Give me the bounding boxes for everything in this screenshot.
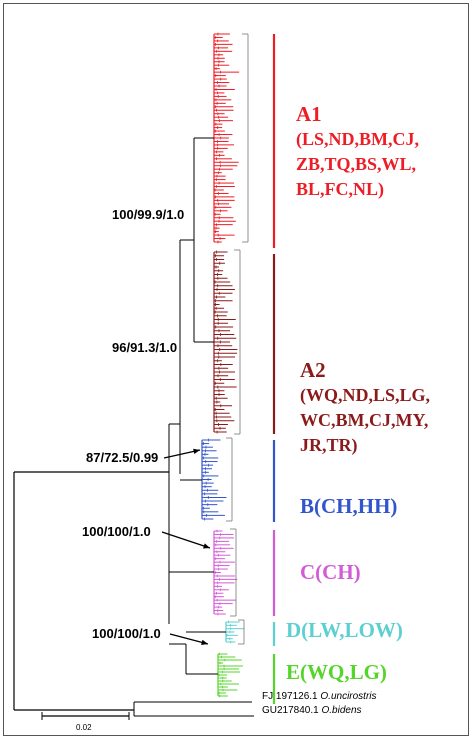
scale-bar-label: 0.02: [76, 723, 92, 732]
clade-a2-line-2: WC,BM,CJ,MY,: [300, 410, 429, 430]
figure-frame: A1 (LS,ND,BM,CJ, ZB,TQ,BS,WL, BL,FC,NL) …: [3, 3, 469, 736]
clade-label-d: D(LW,LOW): [286, 618, 403, 643]
outgroup-1-species: O.uncirostris: [320, 691, 377, 702]
clade-label-a1: A1 (LS,ND,BM,CJ, ZB,TQ,BS,WL, BL,FC,NL): [296, 102, 419, 202]
support-arrow-de: [169, 633, 209, 645]
clade-a1-line-2: ZB,TQ,BS,WL,: [296, 154, 417, 174]
clade-label-c: C(CH): [300, 560, 361, 585]
support-value-a1-node: 100/99.9/1.0: [112, 207, 185, 222]
outgroup-label-2: GU217840.1 O.bidens: [262, 705, 362, 716]
clade-e-title: E(WQ,LG): [286, 660, 387, 684]
support-value-a-node: 96/91.3/1.0: [112, 340, 178, 355]
phylogenetic-tree: [13, 32, 276, 720]
clade-d-title: D(LW,LOW): [286, 618, 403, 642]
clade-b-title: B(CH,HH): [300, 494, 398, 518]
support-value-de-node: 100/100/1.0: [92, 626, 161, 641]
outgroup-1-accession: FJ 197126.1: [262, 691, 318, 702]
support-value-c-node: 100/100/1.0: [82, 524, 151, 539]
outgroup-label-1: FJ 197126.1 O.uncirostris: [262, 691, 377, 702]
clade-a1-line-1: (LS,ND,BM,CJ,: [296, 129, 420, 149]
clade-a1-title: A1: [296, 102, 322, 126]
clade-c-title: C(CH): [300, 560, 361, 584]
clade-label-a2: A2 (WQ,ND,LS,LG, WC,BM,CJ,MY, JR,TR): [300, 358, 430, 458]
support-arrow-de-head: [201, 639, 208, 645]
clade-a2-line-1: (WQ,ND,LS,LG,: [300, 385, 431, 405]
support-value-b-node: 87/72.5/0.99: [86, 450, 159, 465]
support-arrow-c-head: [203, 543, 210, 549]
clade-label-e: E(WQ,LG): [286, 660, 387, 685]
support-arrow-b-head: [193, 448, 200, 455]
clade-a1-line-3: BL,FC,NL): [296, 179, 385, 199]
clade-a2-title: A2: [300, 358, 326, 382]
outgroup-2-accession: GU217840.1: [262, 705, 319, 716]
outgroup-2-species: O.bidens: [321, 705, 362, 716]
clade-label-b: B(CH,HH): [300, 494, 397, 519]
support-arrow-c: [161, 531, 211, 549]
clade-a2-line-3: JR,TR): [300, 435, 358, 455]
